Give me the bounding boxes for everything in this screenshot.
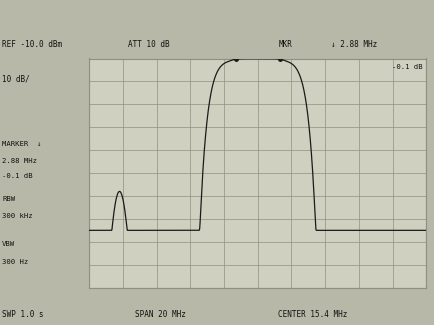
- Text: VBW: VBW: [2, 241, 15, 247]
- Text: ↓ 2.88 MHz: ↓ 2.88 MHz: [330, 40, 376, 49]
- Text: SWP 1.0 s: SWP 1.0 s: [2, 310, 44, 319]
- Text: ATT 10 dB: ATT 10 dB: [128, 40, 170, 49]
- Text: 2.88 MHz: 2.88 MHz: [2, 159, 37, 164]
- Text: REF -10.0 dBm: REF -10.0 dBm: [2, 40, 62, 49]
- Text: SPAN 20 MHz: SPAN 20 MHz: [135, 310, 185, 319]
- Text: 300 kHz: 300 kHz: [2, 214, 33, 219]
- Text: -0.1 dB: -0.1 dB: [391, 64, 422, 70]
- Text: 10 dB/: 10 dB/: [2, 74, 30, 83]
- Text: CENTER 15.4 MHz: CENTER 15.4 MHz: [278, 310, 347, 319]
- Text: RBW: RBW: [2, 196, 15, 202]
- Text: MKR: MKR: [278, 40, 292, 49]
- Text: -0.1 dB: -0.1 dB: [2, 173, 33, 179]
- Text: 300 Hz: 300 Hz: [2, 259, 28, 265]
- Text: MARKER  ↓: MARKER ↓: [2, 141, 42, 147]
